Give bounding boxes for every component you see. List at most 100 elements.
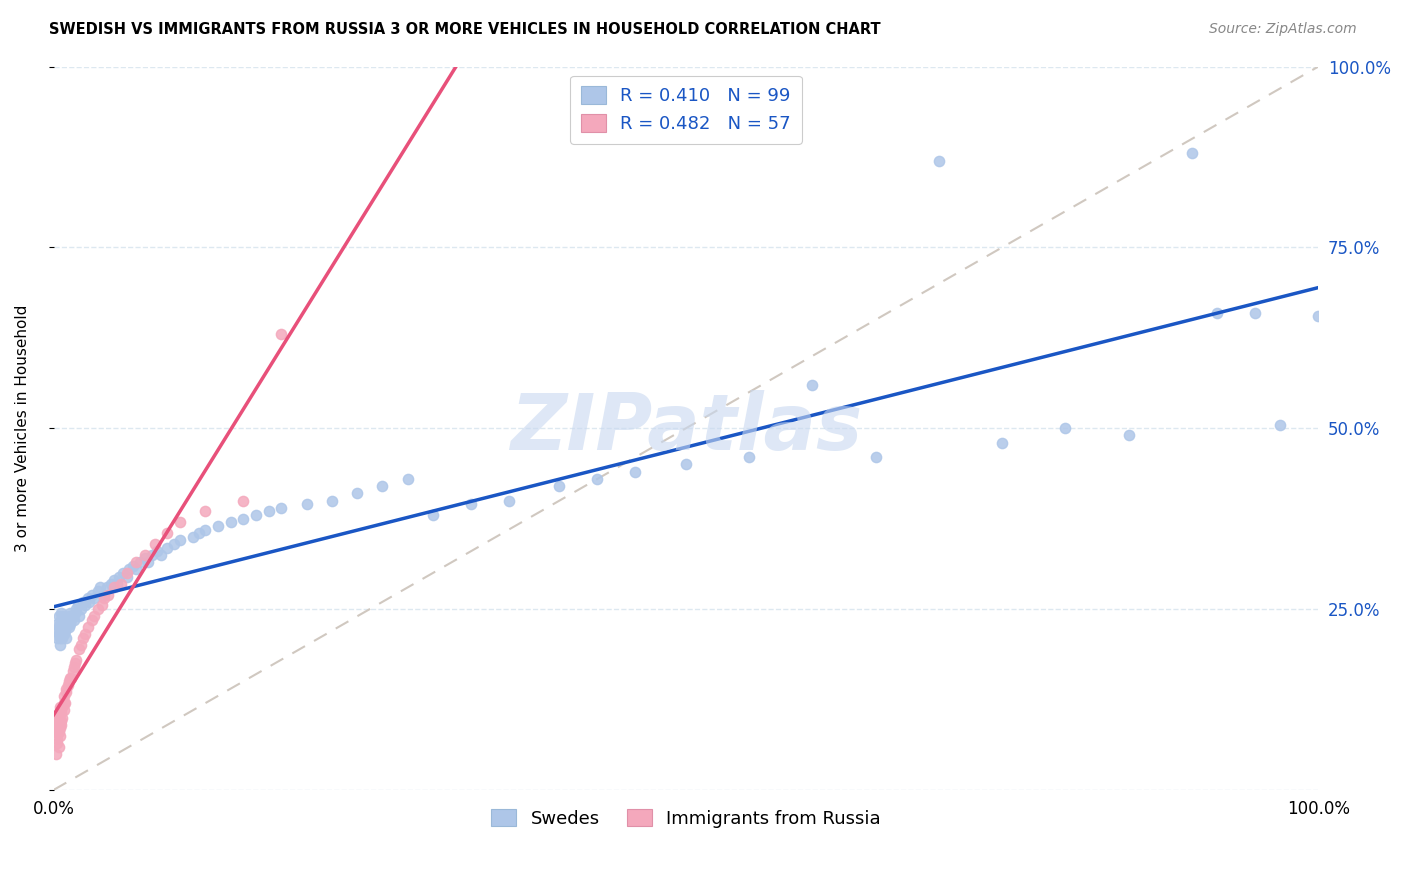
Point xyxy=(928,153,950,168)
Point xyxy=(96,581,118,595)
Point xyxy=(51,705,73,719)
Point xyxy=(460,497,482,511)
Point xyxy=(48,710,70,724)
Point xyxy=(52,620,75,634)
Point xyxy=(257,504,280,518)
Point xyxy=(125,555,148,569)
Point xyxy=(103,581,125,595)
Point xyxy=(46,732,69,747)
Point xyxy=(422,508,444,522)
Point xyxy=(70,602,93,616)
Point xyxy=(77,595,100,609)
Point xyxy=(48,620,70,634)
Point xyxy=(624,465,647,479)
Point xyxy=(45,747,67,761)
Point xyxy=(52,689,75,703)
Point xyxy=(87,584,110,599)
Point xyxy=(675,458,697,472)
Point xyxy=(75,627,97,641)
Point xyxy=(51,616,73,631)
Point xyxy=(138,555,160,569)
Point xyxy=(76,620,98,634)
Point xyxy=(55,685,77,699)
Point xyxy=(219,516,242,530)
Point xyxy=(122,558,145,573)
Point xyxy=(52,703,75,717)
Point xyxy=(59,671,82,685)
Point xyxy=(46,710,69,724)
Point xyxy=(125,562,148,576)
Point xyxy=(49,638,72,652)
Point xyxy=(163,537,186,551)
Point xyxy=(49,624,72,638)
Point xyxy=(48,627,70,641)
Point xyxy=(1206,305,1229,319)
Point xyxy=(58,674,80,689)
Point xyxy=(232,493,254,508)
Point xyxy=(58,609,80,624)
Point xyxy=(49,706,72,721)
Point xyxy=(51,631,73,645)
Legend: Swedes, Immigrants from Russia: Swedes, Immigrants from Russia xyxy=(484,802,889,835)
Point xyxy=(70,638,93,652)
Point xyxy=(134,548,156,562)
Point xyxy=(548,479,571,493)
Point xyxy=(141,548,163,562)
Point xyxy=(65,602,87,616)
Point xyxy=(48,609,70,624)
Point xyxy=(128,555,150,569)
Point xyxy=(46,616,69,631)
Point xyxy=(105,576,128,591)
Point xyxy=(371,479,394,493)
Point xyxy=(134,551,156,566)
Point xyxy=(62,664,84,678)
Point xyxy=(48,718,70,732)
Text: SWEDISH VS IMMIGRANTS FROM RUSSIA 3 OR MORE VEHICLES IN HOUSEHOLD CORRELATION CH: SWEDISH VS IMMIGRANTS FROM RUSSIA 3 OR M… xyxy=(49,22,880,37)
Point xyxy=(1181,146,1204,161)
Point xyxy=(53,613,76,627)
Point xyxy=(63,606,86,620)
Point xyxy=(1118,428,1140,442)
Point xyxy=(60,671,83,685)
Point xyxy=(396,472,419,486)
Point xyxy=(103,573,125,587)
Point xyxy=(46,718,69,732)
Point xyxy=(59,616,82,631)
Point xyxy=(1054,421,1077,435)
Point xyxy=(56,616,79,631)
Point xyxy=(72,595,94,609)
Point xyxy=(49,722,72,736)
Point xyxy=(738,450,761,465)
Point xyxy=(51,624,73,638)
Point xyxy=(270,327,292,342)
Point xyxy=(49,699,72,714)
Point xyxy=(62,609,84,624)
Point xyxy=(115,566,138,580)
Text: ZIPatlas: ZIPatlas xyxy=(510,391,862,467)
Point xyxy=(65,653,87,667)
Point xyxy=(270,500,292,515)
Point xyxy=(146,544,169,558)
Point xyxy=(586,472,609,486)
Point xyxy=(207,519,229,533)
Point xyxy=(1308,309,1330,323)
Point xyxy=(245,508,267,522)
Point xyxy=(108,569,131,583)
Point xyxy=(83,609,105,624)
Point xyxy=(67,641,90,656)
Point xyxy=(55,631,77,645)
Point xyxy=(55,620,77,634)
Point xyxy=(188,526,211,541)
Point xyxy=(156,526,179,541)
Point xyxy=(865,450,887,465)
Point xyxy=(48,739,70,754)
Point xyxy=(80,613,103,627)
Point xyxy=(93,591,115,606)
Point xyxy=(115,569,138,583)
Point xyxy=(51,606,73,620)
Point xyxy=(76,591,98,606)
Point xyxy=(49,616,72,631)
Point xyxy=(63,660,86,674)
Point xyxy=(52,627,75,641)
Y-axis label: 3 or more Vehicles in Household: 3 or more Vehicles in Household xyxy=(15,304,30,552)
